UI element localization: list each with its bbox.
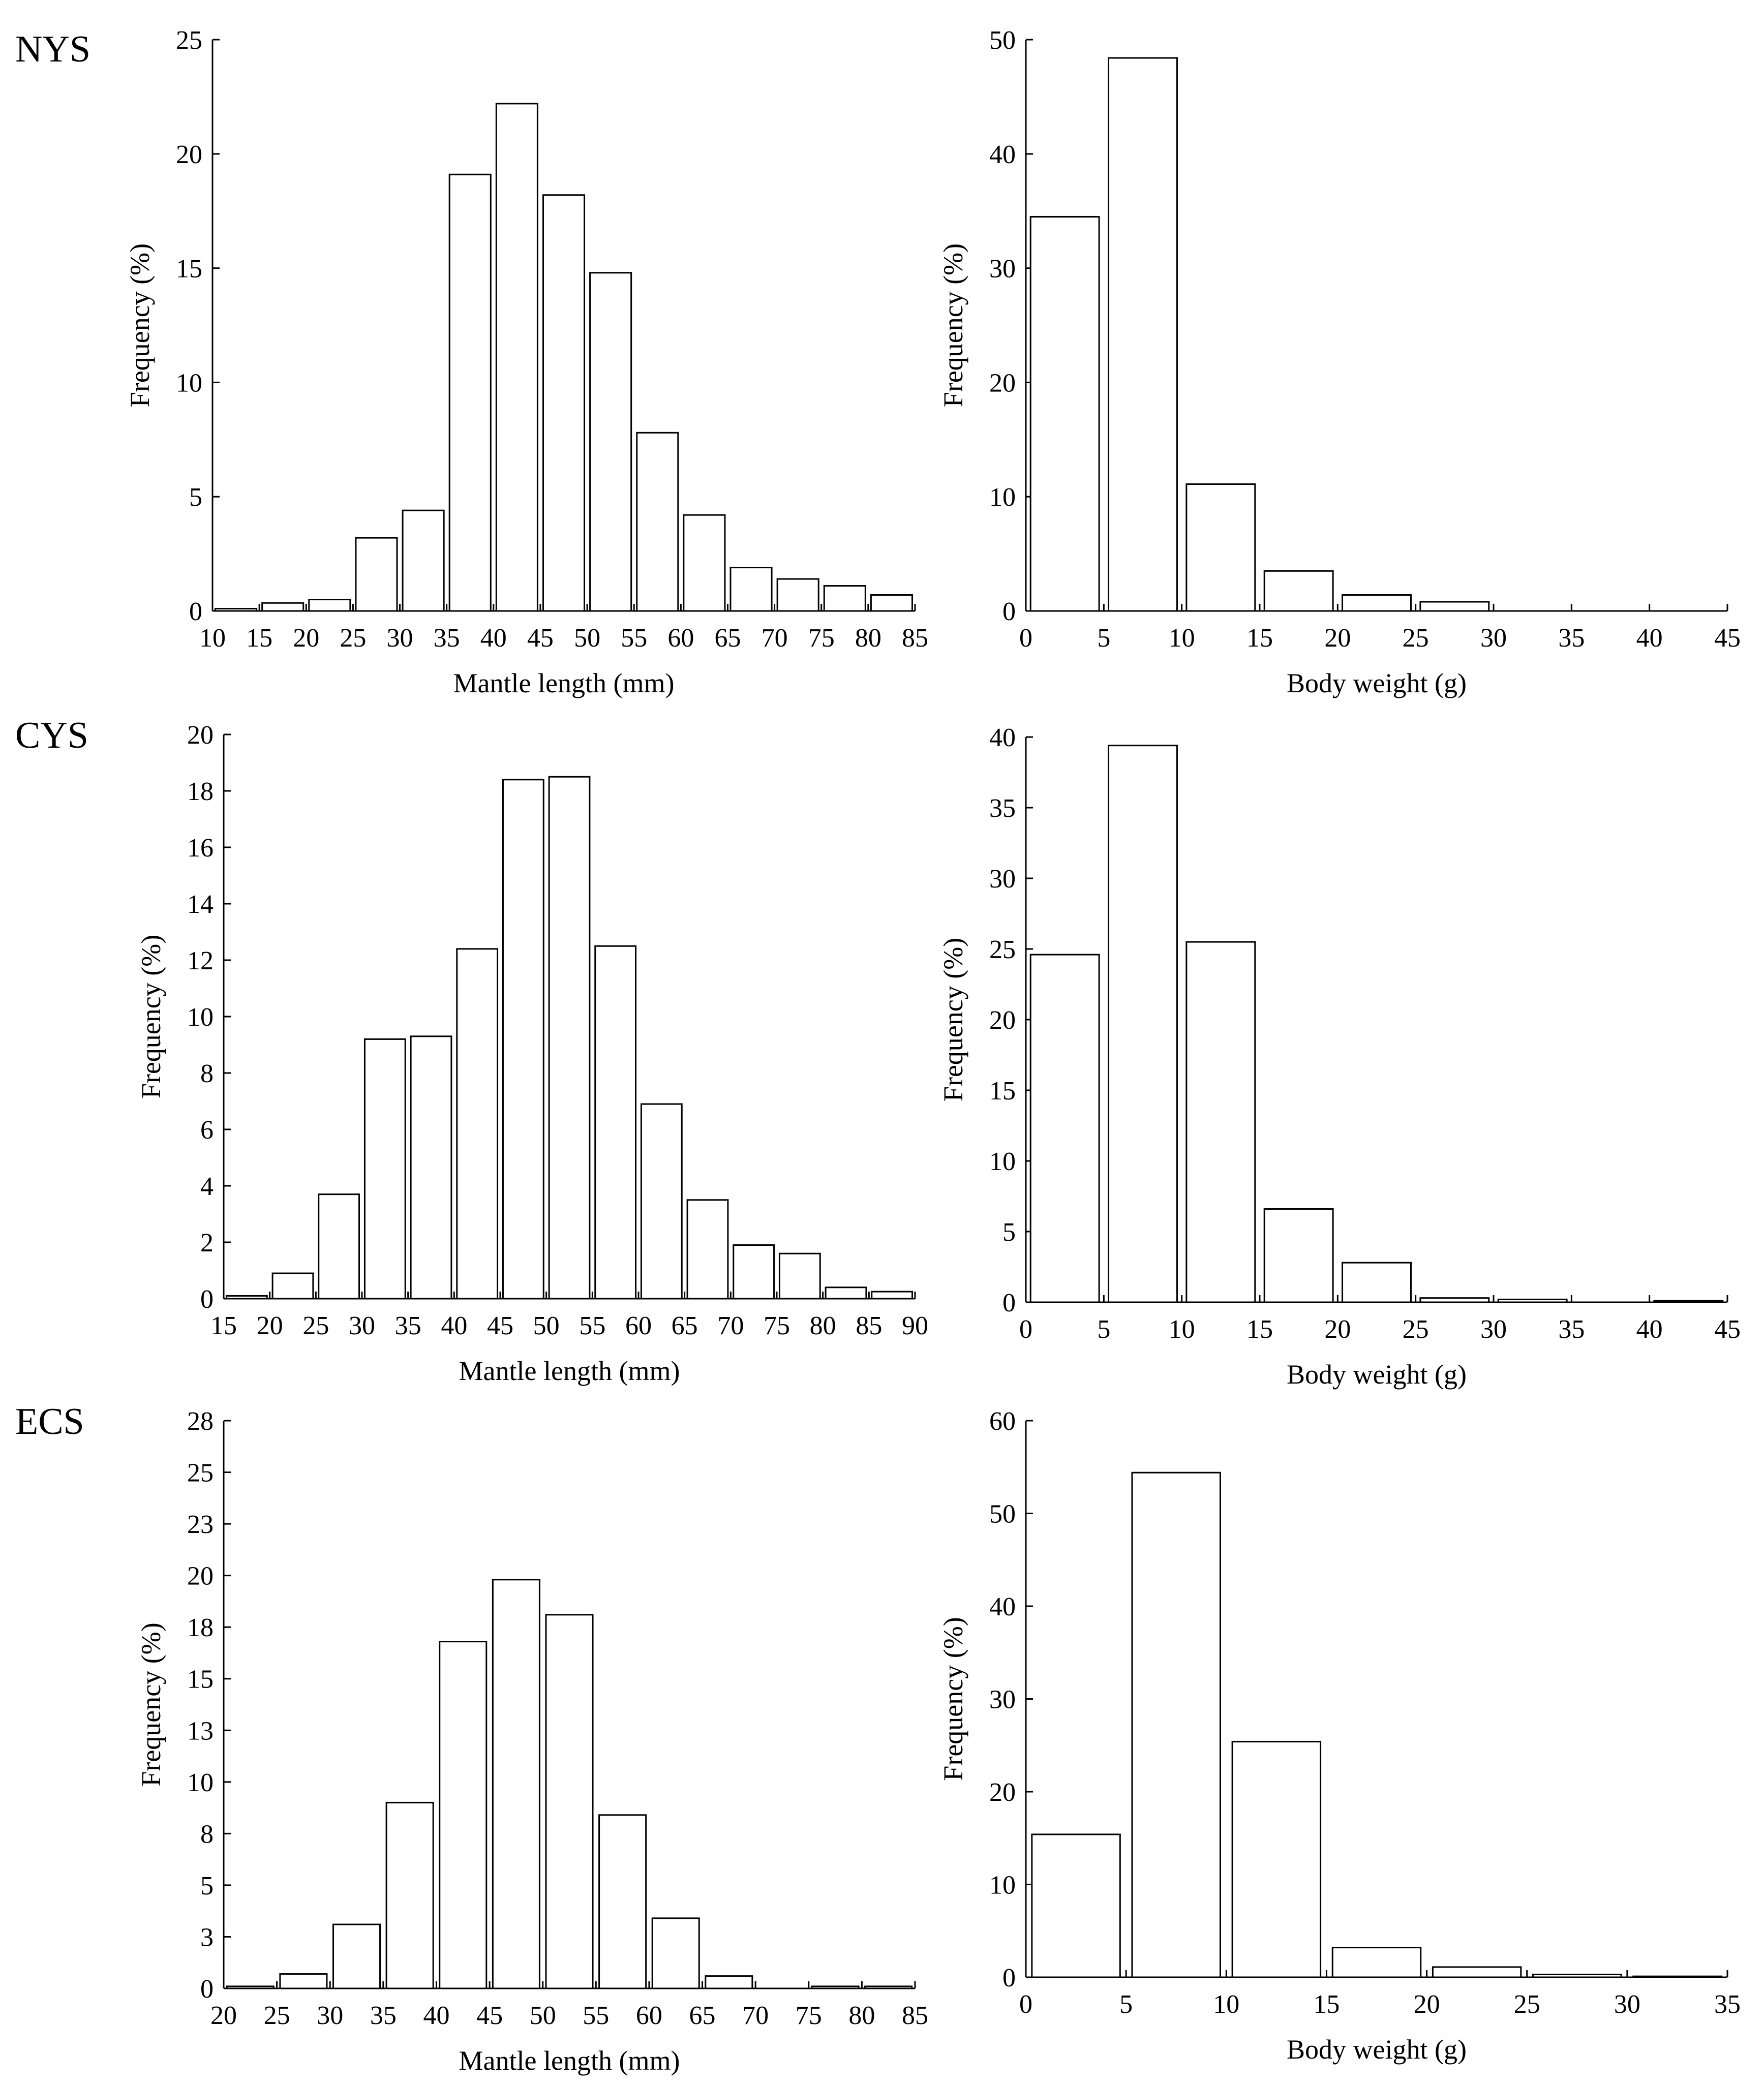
bar [823,585,866,612]
x-tick-label: 70 [762,624,788,653]
y-tick-label: 25 [176,26,202,55]
x-tick-label: 20 [293,624,319,653]
x-tick-label: 10 [199,624,226,653]
bar [448,173,492,612]
x-tick-label: 30 [387,624,413,653]
x-tick-label: 25 [340,624,366,653]
bar [870,594,913,612]
x-tick-label: 15 [246,624,272,653]
y-tick-label: 5 [189,483,202,512]
bar [683,514,726,612]
x-tick-label: 35 [434,624,460,653]
region-label-ecs: ECS [15,1401,84,1443]
bar [589,272,632,612]
bar [776,578,819,612]
bar [215,608,258,612]
region-label-nys: NYS [15,28,91,70]
y-tick-label: 10 [176,369,202,397]
x-tick-label: 80 [855,624,881,653]
bar [355,537,398,612]
x-tick-label: 85 [902,624,928,653]
bar [402,509,445,612]
x-tick-label: 65 [714,624,741,653]
x-axis-title: Mantle length (mm) [453,668,675,698]
x-tick-label: 50 [574,624,600,653]
bar [495,103,538,612]
y-tick-label: 15 [176,255,202,284]
bar [729,567,773,612]
y-axis-title: Frequency (%) [125,243,155,407]
bar [542,194,586,612]
bar [261,602,305,612]
region-label-cys: CYS [15,715,88,756]
bar [636,432,679,612]
y-tick-label: 20 [176,140,202,169]
x-tick-label: 40 [480,624,507,653]
x-tick-label: 60 [667,624,694,653]
x-tick-label: 45 [527,624,554,653]
x-tick-label: 75 [808,624,835,653]
bar [308,599,351,612]
x-tick-label: 55 [621,624,647,653]
y-tick-label: 0 [189,597,202,626]
